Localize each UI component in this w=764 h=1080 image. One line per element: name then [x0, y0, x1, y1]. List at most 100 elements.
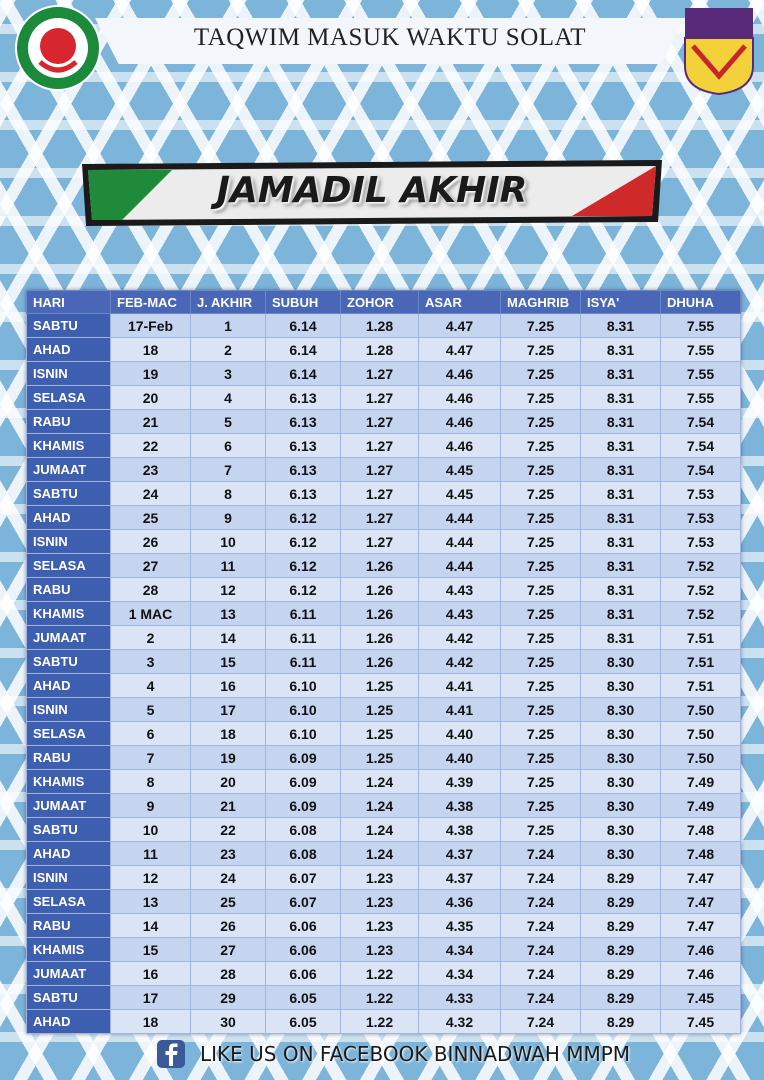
table-cell: 4.37 [418, 841, 501, 866]
table-cell: 7.25 [500, 601, 581, 626]
table-row: AHAD 25 9 6.12 1.27 4.44 7.25 8.31 7.53 [26, 505, 741, 530]
day-cell: AHAD [26, 673, 111, 698]
day-cell: SELASA [26, 721, 111, 746]
table-cell: 8.29 [580, 889, 661, 914]
table-cell: 9 [190, 505, 266, 530]
table-cell: 7.47 [660, 913, 741, 938]
day-cell: SELASA [26, 889, 111, 914]
table-cell: 7.52 [660, 553, 741, 578]
table-cell: 23 [190, 841, 266, 866]
table-cell: 7.25 [500, 481, 581, 506]
table-cell: 17 [110, 985, 191, 1010]
table-cell: 7.53 [660, 505, 741, 530]
table-cell: 7.25 [500, 457, 581, 482]
table-cell: 7.25 [500, 337, 581, 362]
table-cell: 4.46 [418, 433, 501, 458]
table-cell: 6.09 [265, 793, 341, 818]
table-cell: 8 [110, 769, 191, 794]
table-row: JUMAAT 23 7 6.13 1.27 4.45 7.25 8.31 7.54 [26, 457, 741, 482]
table-cell: 4.34 [418, 961, 501, 986]
table-cell: 6.07 [265, 865, 341, 890]
header-ribbon [95, 18, 685, 64]
column-header: ISYA' [580, 290, 661, 314]
table-cell: 6.05 [265, 985, 341, 1010]
table-row: AHAD 4 16 6.10 1.25 4.41 7.25 8.30 7.51 [26, 673, 741, 698]
table-cell: 6 [190, 433, 266, 458]
table-cell: 1.27 [340, 385, 419, 410]
table-cell: 6.06 [265, 937, 341, 962]
table-cell: 7.48 [660, 841, 741, 866]
table-cell: 7.46 [660, 937, 741, 962]
table-row: SELASA 20 4 6.13 1.27 4.46 7.25 8.31 7.55 [26, 385, 741, 410]
table-cell: 4.47 [418, 337, 501, 362]
table-row: JUMAAT 9 21 6.09 1.24 4.38 7.25 8.30 7.49 [26, 793, 741, 818]
table-cell: 6.14 [265, 361, 341, 386]
table-cell: 4.41 [418, 697, 501, 722]
banner [82, 160, 662, 226]
column-header: DHUHA [660, 290, 741, 314]
table-cell: 9 [110, 793, 191, 818]
table-cell: 7.48 [660, 817, 741, 842]
day-cell: AHAD [26, 1009, 111, 1034]
day-cell: ISNIN [26, 865, 111, 890]
table-cell: 7.55 [660, 385, 741, 410]
table-cell: 8.29 [580, 961, 661, 986]
table-cell: 7.25 [500, 313, 581, 338]
table-cell: 7.54 [660, 433, 741, 458]
table-cell: 8.31 [580, 433, 661, 458]
table-cell: 7.25 [500, 529, 581, 554]
table-cell: 4.46 [418, 409, 501, 434]
table-cell: 6.06 [265, 961, 341, 986]
table-cell: 6.05 [265, 1009, 341, 1034]
table-row: RABU 14 26 6.06 1.23 4.35 7.24 8.29 7.47 [26, 913, 741, 938]
day-cell: ISNIN [26, 697, 111, 722]
day-cell: SABTU [26, 817, 111, 842]
column-header: HARI [26, 290, 111, 314]
table-cell: 8 [190, 481, 266, 506]
table-cell: 4.43 [418, 577, 501, 602]
table-cell: 1.24 [340, 841, 419, 866]
table-cell: 6.13 [265, 481, 341, 506]
table-cell: 1.26 [340, 601, 419, 626]
table-cell: 12 [110, 865, 191, 890]
table-row: SABTU 24 8 6.13 1.27 4.45 7.25 8.31 7.53 [26, 481, 741, 506]
table-cell: 14 [110, 913, 191, 938]
table-cell: 1.27 [340, 433, 419, 458]
table-cell: 1.23 [340, 889, 419, 914]
table-cell: 7.24 [500, 841, 581, 866]
table-cell: 6.13 [265, 385, 341, 410]
table-row: AHAD 11 23 6.08 1.24 4.37 7.24 8.30 7.48 [26, 841, 741, 866]
table-cell: 13 [110, 889, 191, 914]
table-cell: 7.25 [500, 697, 581, 722]
table-row: KHAMIS 22 6 6.13 1.27 4.46 7.25 8.31 7.54 [26, 433, 741, 458]
table-cell: 1.22 [340, 961, 419, 986]
table-cell: 8.31 [580, 529, 661, 554]
table-cell: 4.37 [418, 865, 501, 890]
table-cell: 6.10 [265, 673, 341, 698]
table-cell: 6.11 [265, 649, 341, 674]
table-cell: 6.13 [265, 457, 341, 482]
table-cell: 27 [110, 553, 191, 578]
table-cell: 10 [110, 817, 191, 842]
table-cell: 8.29 [580, 913, 661, 938]
table-cell: 8.29 [580, 865, 661, 890]
table-row: KHAMIS 8 20 6.09 1.24 4.39 7.25 8.30 7.49 [26, 769, 741, 794]
day-cell: RABU [26, 745, 111, 770]
table-cell: 18 [110, 337, 191, 362]
table-cell: 4.40 [418, 745, 501, 770]
table-cell: 23 [110, 457, 191, 482]
table-cell: 4.43 [418, 601, 501, 626]
table-cell: 1.25 [340, 745, 419, 770]
table-cell: 1.25 [340, 673, 419, 698]
left-logo [15, 5, 101, 91]
table-cell: 8.30 [580, 793, 661, 818]
table-body: SABTU 17-Feb 1 6.14 1.28 4.47 7.25 8.31 7.55 AHAD… [26, 313, 741, 1034]
header-row: HARI FEB-MAC J. AKHIR SUBUH ZOHOR ASAR MAGHRIB… [26, 290, 741, 314]
day-cell: ISNIN [26, 361, 111, 386]
table-cell: 7.45 [660, 1009, 741, 1034]
table-cell: 6.13 [265, 409, 341, 434]
table-cell: 7.53 [660, 529, 741, 554]
day-cell: SABTU [26, 649, 111, 674]
table-cell: 20 [190, 769, 266, 794]
table-row: JUMAAT 16 28 6.06 1.22 4.34 7.24 8.29 7.46 [26, 961, 741, 986]
